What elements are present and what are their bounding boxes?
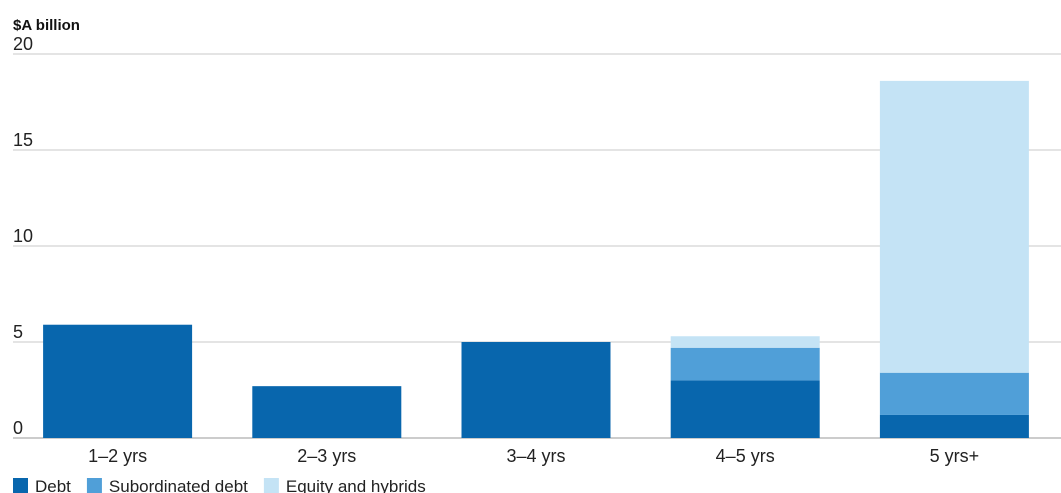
bars (43, 80, 1029, 438)
legend-label: Debt (35, 477, 71, 493)
bar-debt (461, 342, 611, 438)
x-tick-label: 4–5 yrs (716, 446, 775, 466)
legend: Debt Subordinated debt Equity and hybrids (13, 477, 426, 493)
y-tick-labels: 0 5 10 15 20 (13, 34, 33, 438)
x-tick-label: 3–4 yrs (506, 446, 565, 466)
x-tick-labels: 1–2 yrs 2–3 yrs 3–4 yrs 4–5 yrs 5 yrs+ (88, 446, 979, 466)
bar-debt (252, 386, 402, 438)
y-tick-label: 20 (13, 34, 33, 54)
legend-label: Subordinated debt (109, 477, 248, 493)
y-axis-title: $A billion (13, 17, 80, 34)
x-tick-label: 5 yrs+ (930, 446, 980, 466)
x-tick-label: 2–3 yrs (297, 446, 356, 466)
bar-equity-and-hybrids (670, 336, 820, 348)
bar-debt (43, 324, 193, 438)
y-tick-label: 15 (13, 130, 33, 150)
legend-label: Equity and hybrids (286, 477, 426, 493)
bar-debt (670, 380, 820, 438)
x-tick-label: 1–2 yrs (88, 446, 147, 466)
y-tick-label: 5 (13, 322, 23, 342)
legend-swatch (86, 478, 102, 493)
y-tick-label: 10 (13, 226, 33, 246)
bar-subordinated-debt (670, 347, 820, 381)
legend-swatch (13, 478, 28, 493)
legend-swatch (263, 478, 279, 493)
y-tick-label: 0 (13, 418, 23, 438)
bar-equity-and-hybrids (879, 80, 1029, 373)
bar-subordinated-debt (879, 372, 1029, 415)
bar-debt (879, 414, 1029, 438)
